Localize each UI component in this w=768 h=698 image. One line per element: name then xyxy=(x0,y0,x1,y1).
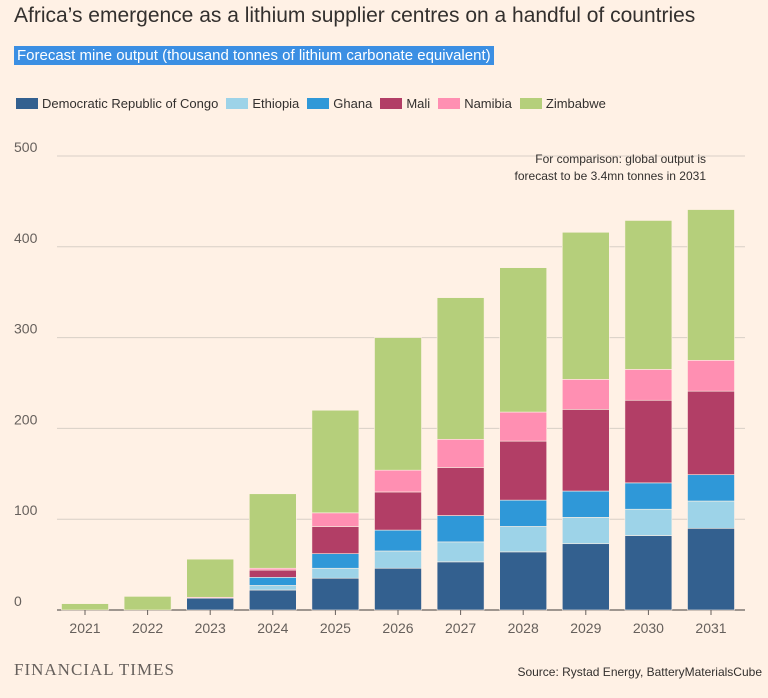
bar-segment-namibia-2026 xyxy=(374,469,422,493)
x-tick-label: 2021 xyxy=(69,620,100,636)
y-tick-label: 300 xyxy=(14,321,38,337)
bar-segment-namibia-2028 xyxy=(499,411,548,442)
stacked-bar-chart: 0 100 200 300 400 500 2021 2022 2023 2024 2025 2026… xyxy=(14,140,745,636)
legend: Democratic Republic of Congo Ethiopia Gh… xyxy=(16,96,614,111)
bar-segment-ethiopia-2024 xyxy=(249,585,297,591)
legend-label-zimbabwe: Zimbabwe xyxy=(545,96,606,111)
bar-segment-democratic-republic-of-congo-2029 xyxy=(561,543,610,611)
bar-segment-ethiopia-2027 xyxy=(436,541,485,563)
bar-segment-zimbabwe-2023 xyxy=(186,558,234,598)
bar-segment-democratic-republic-of-congo-2031 xyxy=(687,527,735,611)
bar-segment-zimbabwe-2026 xyxy=(374,337,422,471)
x-tick-label: 2028 xyxy=(508,620,539,636)
legend-swatch-ethiopia xyxy=(226,98,249,109)
y-tick-label: 0 xyxy=(14,593,22,609)
bar-segment-ethiopia-2028 xyxy=(499,526,548,553)
x-tick-label: 2024 xyxy=(257,620,288,636)
x-tick-label: 2030 xyxy=(633,620,664,636)
annotation-text: For comparison: global output is xyxy=(535,152,706,166)
legend-swatch-drc xyxy=(16,98,38,109)
bar-segment-zimbabwe-2022 xyxy=(123,596,172,611)
chart-title: Africa’s emergence as a lithium supplier… xyxy=(14,4,696,27)
bar-segment-ghana-2028 xyxy=(499,499,548,527)
legend-label-ethiopia: Ethiopia xyxy=(252,96,300,111)
bar-segment-ghana-2026 xyxy=(374,529,422,552)
y-tick-label: 400 xyxy=(14,230,38,246)
bar-segment-mali-2026 xyxy=(374,491,422,531)
legend-item-ghana: Ghana xyxy=(307,96,372,111)
bar-segment-mali-2027 xyxy=(436,467,485,516)
legend-item-drc: Democratic Republic of Congo xyxy=(16,96,218,111)
bar-segment-ghana-2031 xyxy=(687,474,735,502)
bar-segment-democratic-republic-of-congo-2024 xyxy=(249,589,297,611)
bar-segment-zimbabwe-2031 xyxy=(687,209,735,361)
legend-swatch-ghana xyxy=(307,98,330,109)
bar-segment-ethiopia-2031 xyxy=(687,500,735,529)
legend-label-ghana: Ghana xyxy=(333,96,373,111)
x-tick-label: 2026 xyxy=(382,620,413,636)
bar-segment-mali-2031 xyxy=(687,390,735,476)
chart-subtitle: Forecast mine output (thousand tonnes of… xyxy=(14,46,494,65)
legend-item-namibia: Namibia xyxy=(438,96,512,111)
legend-label-drc: Democratic Republic of Congo xyxy=(42,96,219,111)
legend-label-mali: Mali xyxy=(406,96,431,111)
bar-segment-ghana-2027 xyxy=(436,515,485,543)
legend-label-namibia: Namibia xyxy=(464,96,512,111)
x-tick-label: 2025 xyxy=(320,620,351,636)
bar-segment-ethiopia-2030 xyxy=(624,508,673,536)
legend-item-mali: Mali xyxy=(380,96,430,111)
bar-segment-democratic-republic-of-congo-2023 xyxy=(186,597,234,611)
x-tick-label: 2029 xyxy=(570,620,601,636)
bar-segment-ethiopia-2029 xyxy=(561,517,610,545)
bar-segment-zimbabwe-2025 xyxy=(311,409,360,514)
bar-segment-democratic-republic-of-congo-2027 xyxy=(436,561,485,611)
bar-segment-ghana-2029 xyxy=(561,490,610,518)
x-tick-label: 2023 xyxy=(195,620,226,636)
x-tick-label: 2031 xyxy=(695,620,726,636)
bar-segment-namibia-2029 xyxy=(561,379,610,410)
legend-item-ethiopia: Ethiopia xyxy=(226,96,299,111)
bar-segment-democratic-republic-of-congo-2025 xyxy=(311,577,360,611)
bar-segment-zimbabwe-2021 xyxy=(61,603,109,611)
ft-logo: FINANCIAL TIMES xyxy=(14,660,175,679)
bar-segment-mali-2024 xyxy=(249,569,297,578)
bar-segment-zimbabwe-2028 xyxy=(499,267,548,413)
bar-segment-namibia-2031 xyxy=(687,360,735,392)
bar-segment-namibia-2030 xyxy=(624,369,673,401)
bar-segment-namibia-2027 xyxy=(436,438,485,468)
x-tick-label: 2027 xyxy=(445,620,476,636)
source-note: Source: Rystad Energy, BatteryMaterialsC… xyxy=(517,665,762,679)
legend-item-zimbabwe: Zimbabwe xyxy=(519,96,606,111)
bar-segment-zimbabwe-2024 xyxy=(249,493,297,569)
bar-segment-ethiopia-2025 xyxy=(311,567,360,579)
bar-segment-democratic-republic-of-congo-2026 xyxy=(374,567,422,611)
bar-segment-ghana-2024 xyxy=(249,577,297,586)
bar-segment-mali-2030 xyxy=(624,399,673,484)
legend-swatch-namibia xyxy=(438,98,461,109)
bar-segment-democratic-republic-of-congo-2028 xyxy=(499,551,548,611)
bar-segment-namibia-2025 xyxy=(311,512,360,527)
x-tick-label: 2022 xyxy=(132,620,163,636)
legend-swatch-mali xyxy=(380,98,403,109)
legend-swatch-zimbabwe xyxy=(519,98,542,109)
bar-segment-ghana-2030 xyxy=(624,482,673,510)
bar-segment-zimbabwe-2027 xyxy=(436,297,485,440)
bar-segment-mali-2028 xyxy=(499,440,548,501)
y-tick-label: 500 xyxy=(14,140,38,155)
bar-segment-zimbabwe-2030 xyxy=(624,220,673,370)
bar-segment-democratic-republic-of-congo-2030 xyxy=(624,535,673,611)
y-tick-label: 100 xyxy=(14,502,38,518)
bar-segment-mali-2029 xyxy=(561,409,610,492)
bar-segment-zimbabwe-2029 xyxy=(561,231,610,380)
annotation-text: forecast to be 3.4mn tonnes in 2031 xyxy=(515,169,707,183)
y-tick-label: 200 xyxy=(14,411,38,427)
bar-segment-ethiopia-2026 xyxy=(374,550,422,569)
bar-segment-mali-2025 xyxy=(311,526,360,555)
bar-segment-ghana-2025 xyxy=(311,553,360,569)
